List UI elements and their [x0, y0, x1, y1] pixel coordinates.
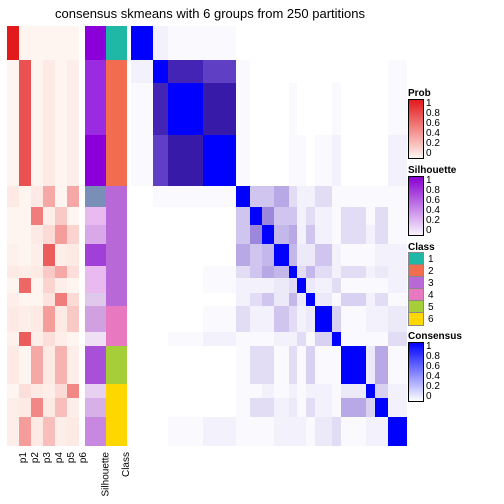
anno-col-Silhouette — [85, 26, 106, 446]
anno-col-p5 — [55, 26, 67, 446]
legend-class: Class123456 — [408, 242, 462, 325]
legend-title-Consensus: Consensus — [408, 331, 462, 342]
legend-title-Silhouette: Silhouette — [408, 165, 462, 176]
annotation-columns — [7, 26, 127, 446]
anno-col-Class — [106, 26, 127, 446]
legend-title-Prob: Prob — [408, 88, 462, 99]
col-label-p6: p6 — [78, 452, 89, 463]
anno-col-p3 — [31, 26, 43, 446]
col-label-p4: p4 — [54, 452, 65, 463]
legends: Prob10.80.60.40.20Silhouette10.80.60.40.… — [408, 88, 462, 408]
anno-col-p4 — [43, 26, 55, 446]
legend-bar — [408, 342, 424, 402]
col-label-Class: Class — [122, 452, 133, 477]
col-label-Silhouette: Silhouette — [101, 452, 112, 496]
legend-bar — [408, 99, 424, 159]
col-label-p5: p5 — [66, 452, 77, 463]
anno-col-p6 — [67, 26, 79, 446]
col-label-p3: p3 — [42, 452, 53, 463]
class-swatch-6 — [408, 312, 424, 326]
consensus-heatmap — [131, 26, 407, 446]
col-label-p1: p1 — [18, 452, 29, 463]
legend-bar — [408, 176, 424, 236]
anno-col-p2 — [19, 26, 31, 446]
anno-col-p1 — [7, 26, 19, 446]
col-label-p2: p2 — [30, 452, 41, 463]
chart-title: consensus skmeans with 6 groups from 250… — [55, 6, 365, 21]
